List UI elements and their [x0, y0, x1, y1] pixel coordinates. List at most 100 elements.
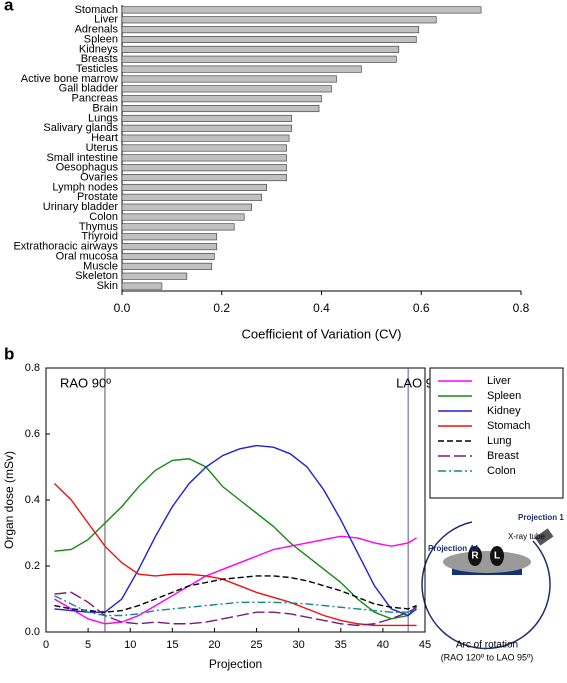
rotation-arc — [421, 521, 551, 650]
series-line — [53, 482, 417, 627]
inset-label: Arc of rotation — [456, 640, 518, 651]
plot-frame — [45, 367, 426, 633]
annotation: RAO 90º — [60, 375, 111, 390]
x-tick-label: 30 — [293, 639, 305, 651]
x-tick-label: 0.2 — [213, 301, 230, 315]
bar — [121, 213, 245, 221]
legend-label: Colon — [487, 465, 516, 477]
bar — [121, 114, 292, 122]
y-tick-label: Muscle — [83, 260, 118, 272]
bar — [121, 193, 262, 201]
y-tick-label: Extrathoracic airways — [13, 241, 118, 253]
bar — [121, 243, 218, 251]
y-tick-label: Kidneys — [79, 43, 119, 55]
y-tick-label: Oral mucosa — [56, 250, 119, 262]
bar — [121, 124, 292, 132]
x-ray-tube — [534, 528, 554, 546]
y-tick-label: Breasts — [81, 53, 119, 65]
x-tick-label: 0.6 — [413, 301, 430, 315]
series-line — [54, 595, 417, 617]
legend-label: Lung — [487, 435, 511, 447]
legend-label: Breast — [487, 450, 519, 462]
series-line — [54, 591, 417, 627]
x-tick-label: 45 — [419, 639, 431, 651]
bar — [121, 174, 287, 182]
panel-label: a — [4, 0, 14, 14]
y-tick-label: Lymph nodes — [52, 181, 118, 193]
bar — [121, 95, 322, 103]
legend-label: Liver — [487, 375, 511, 387]
y-tick-label: Prostate — [77, 191, 118, 203]
bar — [121, 16, 437, 24]
bar — [121, 233, 218, 241]
y-tick-label: 0.4 — [25, 494, 40, 506]
x-tick-label: 15 — [166, 639, 178, 651]
inset-label: R — [471, 551, 479, 562]
series-line — [54, 444, 418, 617]
x-axis-title: Projection — [209, 657, 262, 671]
bar — [121, 26, 420, 34]
y-tick-label: Lungs — [88, 112, 118, 124]
bar — [121, 55, 397, 63]
y-tick-label: Uterus — [86, 142, 119, 154]
series-line — [54, 535, 417, 625]
y-tick-label: Adrenals — [75, 24, 119, 36]
inset-label: X-ray tube — [508, 532, 545, 541]
y-tick-label: Pancreas — [72, 93, 119, 105]
y-tick-label: Thymus — [79, 221, 119, 233]
bar — [121, 203, 252, 211]
bar — [121, 282, 163, 290]
bar — [121, 144, 287, 152]
inset-label: Projection 1 — [518, 513, 564, 522]
y-tick-label: Heart — [91, 132, 118, 144]
bar — [121, 36, 417, 44]
inset-label: Projection 44 — [428, 544, 479, 553]
inset-label: (RAO 120º to LAO 95º) — [441, 652, 534, 662]
y-tick-label: Liver — [94, 14, 118, 26]
bar — [121, 154, 287, 162]
inset-diagram: R L Projection 1 X-ray tube Projection 4… — [421, 513, 564, 662]
y-axis-title: Organ dose (mSv) — [2, 451, 16, 549]
bar — [121, 105, 320, 113]
bar — [121, 272, 188, 280]
y-tick-label: Spleen — [84, 33, 118, 45]
bar — [121, 65, 362, 73]
bar — [121, 134, 290, 142]
x-tick-label: 0 — [43, 639, 49, 651]
y-tick-label: Skeleton — [75, 270, 118, 282]
y-tick-label: Small intestine — [46, 152, 118, 164]
bar — [121, 75, 337, 83]
y-tick-label: Urinary bladder — [43, 201, 119, 213]
y-tick-label: 0.2 — [25, 560, 40, 572]
x-tick-label: 5 — [85, 639, 91, 651]
y-tick-label: Stomach — [75, 4, 118, 16]
bar — [121, 183, 267, 191]
x-tick-label: 35 — [335, 639, 347, 651]
y-tick-label: Thyroid — [81, 231, 118, 243]
bar — [121, 164, 287, 172]
series-line — [54, 458, 418, 620]
y-tick-label: 0.6 — [25, 428, 40, 440]
y-tick-label: Brain — [92, 102, 118, 114]
x-tick-label: 40 — [377, 639, 389, 651]
bar — [121, 6, 482, 14]
patient — [443, 551, 531, 573]
y-tick-label: Skin — [97, 280, 118, 292]
x-tick-label: 25 — [250, 639, 262, 651]
x-axis-title: Coefficient of Variation (CV) — [242, 326, 402, 341]
x-tick-label: 10 — [124, 639, 136, 651]
series-line — [54, 575, 417, 613]
x-tick-label: 20 — [208, 639, 220, 651]
bar — [121, 45, 400, 53]
y-tick-label: Active bone marrow — [21, 73, 118, 85]
y-tick-label: 0.8 — [25, 362, 40, 374]
y-tick-label: Salivary glands — [43, 122, 118, 134]
bar — [121, 262, 213, 270]
y-tick-label: Ovaries — [80, 171, 118, 183]
y-tick-label: 0.0 — [25, 626, 40, 638]
y-tick-label: Gall bladder — [59, 83, 119, 95]
bar — [121, 252, 215, 260]
panel-label: b — [4, 344, 14, 363]
